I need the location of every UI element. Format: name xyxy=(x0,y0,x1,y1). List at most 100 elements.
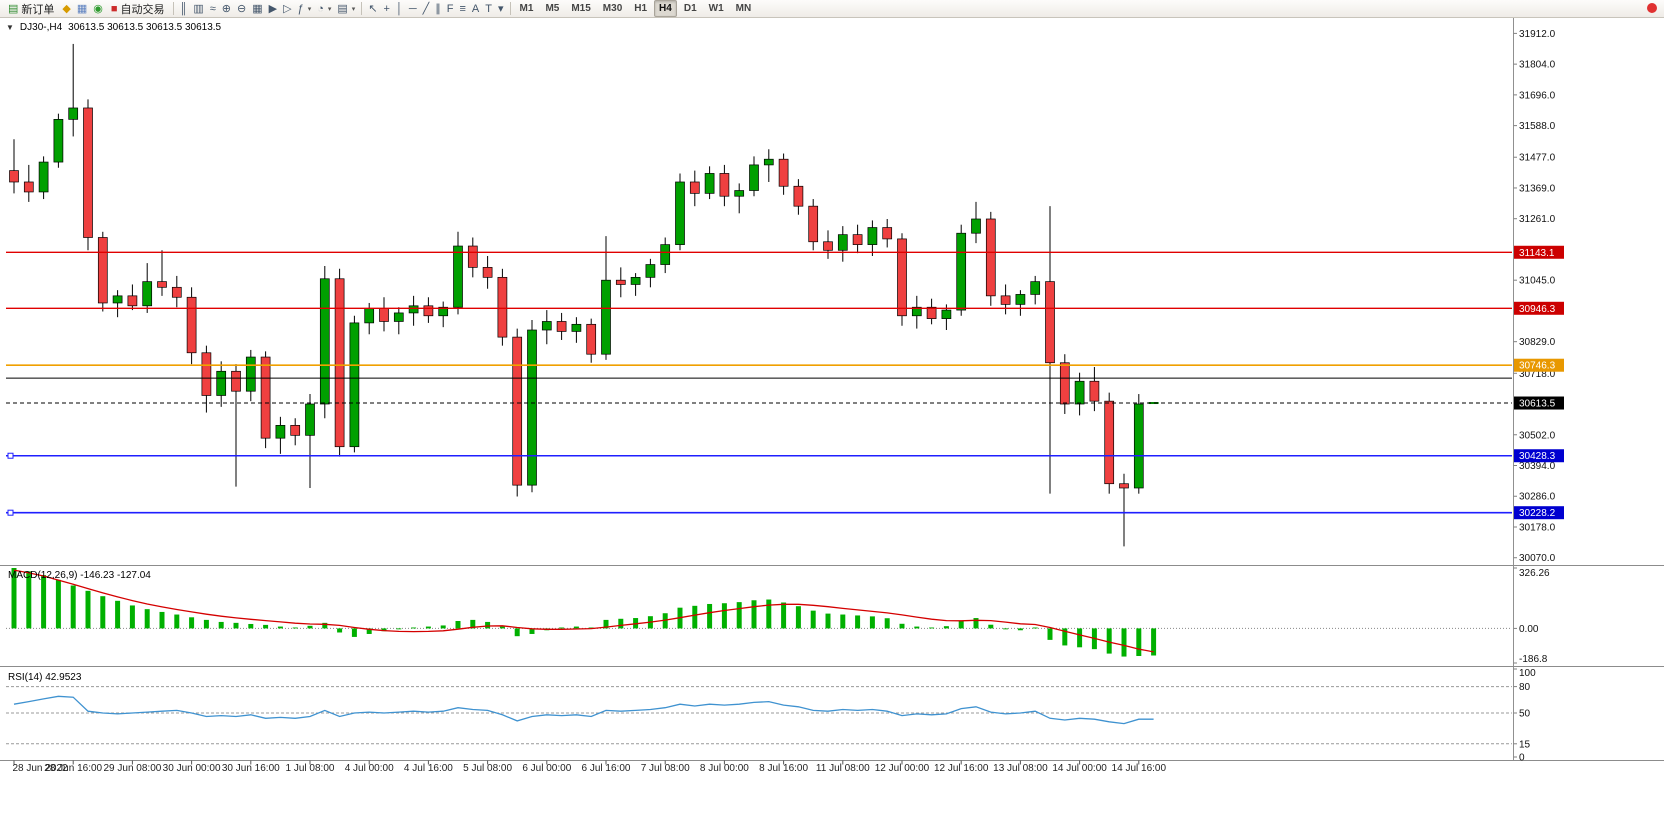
sound-alert-icon: ◆ xyxy=(62,2,71,15)
bars-chart-button[interactable]: ║ xyxy=(177,0,191,18)
candlestick-series xyxy=(9,43,1159,547)
tile-windows-icon: ▦ xyxy=(252,2,263,15)
templates-icon: ▤ xyxy=(337,2,348,15)
rsi-indicator-label: RSI(14) 42.9523 xyxy=(8,672,81,683)
svg-text:30946.3: 30946.3 xyxy=(1519,304,1556,315)
equidistant-channel-button[interactable]: ∥ xyxy=(432,0,444,18)
svg-text:5 Jul 08:00: 5 Jul 08:00 xyxy=(463,763,512,774)
timeframe-d1-button[interactable]: D1 xyxy=(683,3,697,14)
templates-button[interactable]: ▤ ▾ xyxy=(334,0,358,18)
svg-text:-186.8: -186.8 xyxy=(1519,654,1548,665)
auto-trading-button[interactable]: ■ 自动交易 xyxy=(106,0,170,18)
cursor-icon: ↖ xyxy=(368,2,378,15)
svg-text:30746.3: 30746.3 xyxy=(1519,361,1556,372)
chart-shift-icon: ▷ xyxy=(283,2,292,15)
svg-text:80: 80 xyxy=(1519,682,1531,693)
macd-indicator-label: MACD(12,26,9) -146.23 -127.04 xyxy=(8,570,151,581)
svg-text:31912.0: 31912.0 xyxy=(1519,29,1556,40)
zoom-in-button[interactable]: ⊕ xyxy=(219,0,234,18)
timeframe-m5-button[interactable]: M5 xyxy=(545,3,560,14)
text-label-icon: A xyxy=(471,2,480,15)
new-order-label: 新订单 xyxy=(21,3,55,16)
svg-text:4 Jul 00:00: 4 Jul 00:00 xyxy=(345,763,394,774)
arrow-tool-button[interactable]: T xyxy=(482,0,495,18)
svg-text:31045.0: 31045.0 xyxy=(1519,276,1556,287)
rsi-resize-handle[interactable] xyxy=(0,664,1664,669)
horizontal-line-objects[interactable] xyxy=(6,251,1512,516)
cycle-lines-icon: ≡ xyxy=(459,2,466,15)
svg-text:30502.0: 30502.0 xyxy=(1519,430,1556,441)
timeframe-m1-button[interactable]: M1 xyxy=(519,3,534,14)
charts-window-button[interactable]: ▦ xyxy=(74,0,90,18)
notification-badge[interactable] xyxy=(1647,3,1657,13)
periods-button[interactable]: ◔ ▾ xyxy=(314,0,334,18)
trendline-icon: ╱ xyxy=(422,2,430,15)
timeframe-w1-button[interactable]: W1 xyxy=(708,3,724,14)
line-handle[interactable] xyxy=(7,509,14,516)
chart-tools-group: ║ ▥ ≈ ⊕ ⊖ ▦ ▶ ▷ ƒ ▾ ◔ ▾ ▤ ▾ xyxy=(177,0,359,18)
svg-text:31696.0: 31696.0 xyxy=(1519,90,1556,101)
svg-text:31369.0: 31369.0 xyxy=(1519,183,1556,194)
svg-text:0.00: 0.00 xyxy=(1519,624,1539,635)
svg-text:30 Jun 00:00: 30 Jun 00:00 xyxy=(163,763,221,774)
candlestick-chart-button[interactable]: ▥ xyxy=(190,0,206,18)
crosshair-button[interactable]: + xyxy=(381,0,393,18)
rsi-value: 42.9523 xyxy=(45,672,82,683)
indicators-icon: ƒ xyxy=(297,2,304,15)
svg-text:14 Jul 00:00: 14 Jul 00:00 xyxy=(1052,763,1107,774)
timeframe-mn-button[interactable]: MN xyxy=(735,3,752,14)
cursor-button[interactable]: ↖ xyxy=(365,0,380,18)
price-axis[interactable]: 31912.0 31804.0 31696.0 31588.0 31477.0 31369… xyxy=(1513,29,1565,564)
macd-signal-line xyxy=(13,569,1154,653)
fibonacci-icon: F xyxy=(446,2,454,15)
timeframe-m30-button[interactable]: M30 xyxy=(602,3,623,14)
chart-canvas[interactable]: 31912.0 31804.0 31696.0 31588.0 31477.0 31369… xyxy=(0,18,1664,780)
cycle-lines-button[interactable]: ≡ xyxy=(457,0,469,18)
line-chart-button[interactable]: ≈ xyxy=(207,0,219,18)
price-badge xyxy=(1514,396,1564,410)
svg-text:8 Jul 00:00: 8 Jul 00:00 xyxy=(700,763,749,774)
price-badge xyxy=(1514,358,1564,372)
text-label-button[interactable]: A xyxy=(469,0,482,18)
chevron-down-icon: ▾ xyxy=(307,5,312,13)
symbol-dropdown-icon[interactable]: ▼ xyxy=(6,23,14,32)
svg-text:30228.2: 30228.2 xyxy=(1519,508,1556,519)
auto-scroll-button[interactable]: ▶ xyxy=(266,0,280,18)
svg-text:30829.0: 30829.0 xyxy=(1519,337,1556,348)
svg-text:30428.3: 30428.3 xyxy=(1519,451,1556,462)
svg-text:30178.0: 30178.0 xyxy=(1519,522,1556,533)
timeframe-m15-button[interactable]: M15 xyxy=(571,3,591,14)
vertical-line-button[interactable]: │ xyxy=(393,0,406,18)
shapes-button[interactable]: ▾ xyxy=(495,0,507,18)
auto-trading-icon: ■ xyxy=(110,2,118,15)
bars-chart-icon: ║ xyxy=(179,2,188,15)
chart-plot-area[interactable] xyxy=(6,24,1512,566)
horizontal-line-button[interactable]: ─ xyxy=(406,0,420,18)
tile-windows-button[interactable]: ▦ xyxy=(249,0,265,18)
new-order-button[interactable]: ▤ 新订单 xyxy=(3,0,59,18)
svg-text:30 Jun 16:00: 30 Jun 16:00 xyxy=(222,763,280,774)
timeframe-h1-button[interactable]: H1 xyxy=(634,3,648,14)
candlestick-chart-icon: ▥ xyxy=(193,2,204,15)
chart-shift-button[interactable]: ▷ xyxy=(280,0,294,18)
svg-text:4 Jul 16:00: 4 Jul 16:00 xyxy=(404,763,453,774)
toolbar-separator xyxy=(509,2,511,15)
trendline-button[interactable]: ╱ xyxy=(420,0,433,18)
zoom-out-button[interactable]: ⊖ xyxy=(234,0,249,18)
toolbar: ▤ 新订单 ◆ ▦ ◉ ■ 自动交易 ║ ▥ ≈ ⊕ ⊖ ▦ ▶ ▷ ƒ ▾ ◔ ▾ ▤ ▾ ↖ + │ ─ ╱ ∥ F ≡… xyxy=(0,0,1664,18)
svg-text:50: 50 xyxy=(1519,709,1531,720)
sound-alert-button[interactable]: ◆ xyxy=(59,0,73,18)
indicators-button[interactable]: ƒ ▾ xyxy=(295,0,315,18)
line-handle[interactable] xyxy=(7,452,14,459)
svg-text:31804.0: 31804.0 xyxy=(1519,60,1556,71)
market-refresh-button[interactable]: ◉ xyxy=(90,0,106,18)
macd-resize-handle[interactable] xyxy=(0,563,1664,568)
arrow-tool-icon: T xyxy=(485,2,492,15)
rsi-panel: 100 80 50 15 0 xyxy=(6,668,1536,764)
fibonacci-button[interactable]: F xyxy=(444,0,457,18)
timeframe-h4-button[interactable]: H4 xyxy=(654,0,677,17)
svg-text:28 Jun 16:00: 28 Jun 16:00 xyxy=(44,763,102,774)
crosshair-icon: + xyxy=(383,2,390,15)
svg-text:326.26: 326.26 xyxy=(1519,568,1550,579)
